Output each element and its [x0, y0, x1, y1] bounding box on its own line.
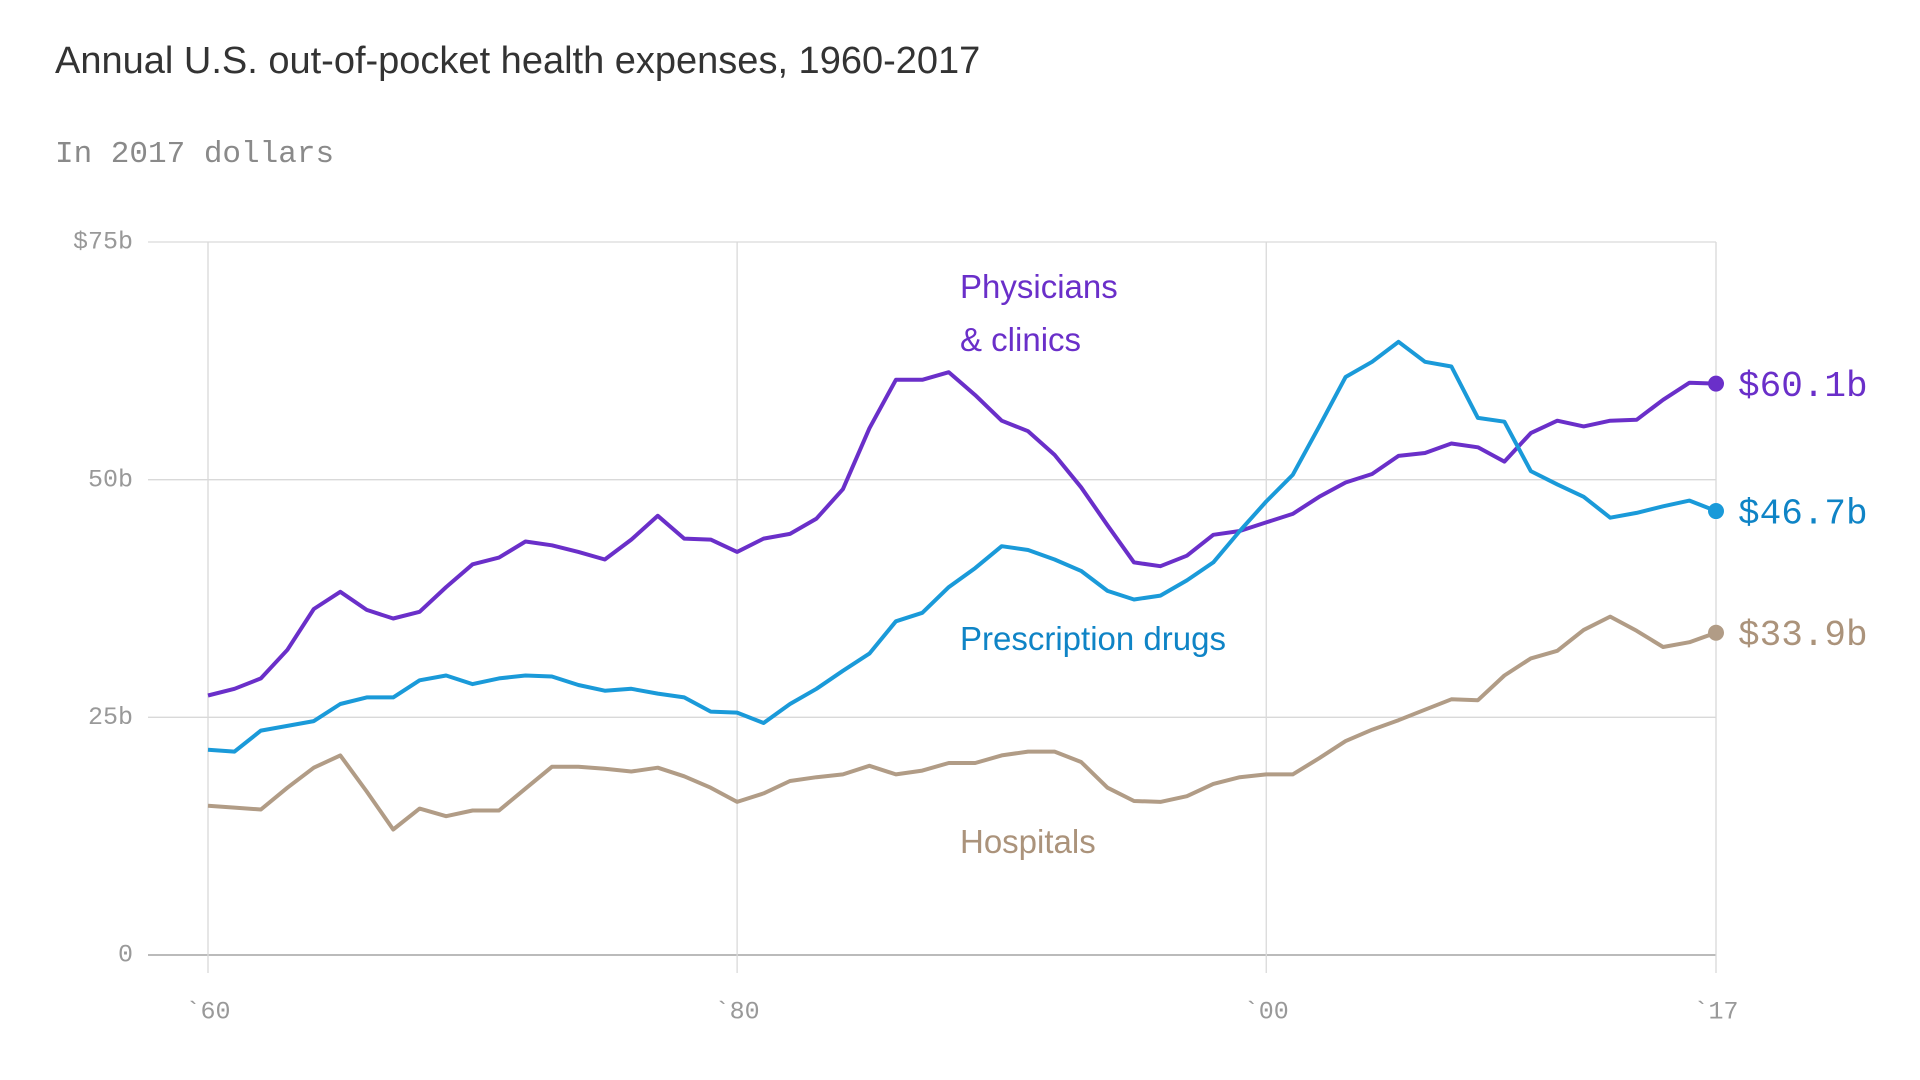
x-tick-label: `80: [715, 998, 760, 1027]
series-line: [207, 614, 1717, 832]
y-tick-label: 0: [118, 941, 133, 970]
end-label: $46.7b: [1738, 494, 1868, 535]
end-point: [1708, 503, 1724, 520]
y-tick-label: $75b: [73, 228, 133, 257]
series-label: Physicians & clinics: [960, 268, 1118, 358]
series-line: [207, 339, 1717, 754]
chart-subtitle: In 2017 dollars: [55, 137, 334, 172]
end-label: $33.9b: [1738, 615, 1868, 656]
end-point: [1708, 375, 1724, 392]
x-tick-label: `60: [185, 998, 230, 1027]
series-label: Hospitals: [960, 823, 1096, 860]
series-label: Prescription drugs: [954, 612, 1232, 665]
x-tick-label: `17: [1693, 998, 1738, 1027]
end-point: [1708, 624, 1724, 641]
series-line: [207, 370, 1717, 698]
y-tick-label: 50b: [88, 465, 133, 494]
end-label: $60.1b: [1738, 366, 1868, 407]
y-tick-label: 25b: [88, 703, 133, 732]
x-tick-label: `00: [1244, 998, 1289, 1027]
chart-title: Annual U.S. out-of-pocket health expense…: [55, 40, 980, 82]
